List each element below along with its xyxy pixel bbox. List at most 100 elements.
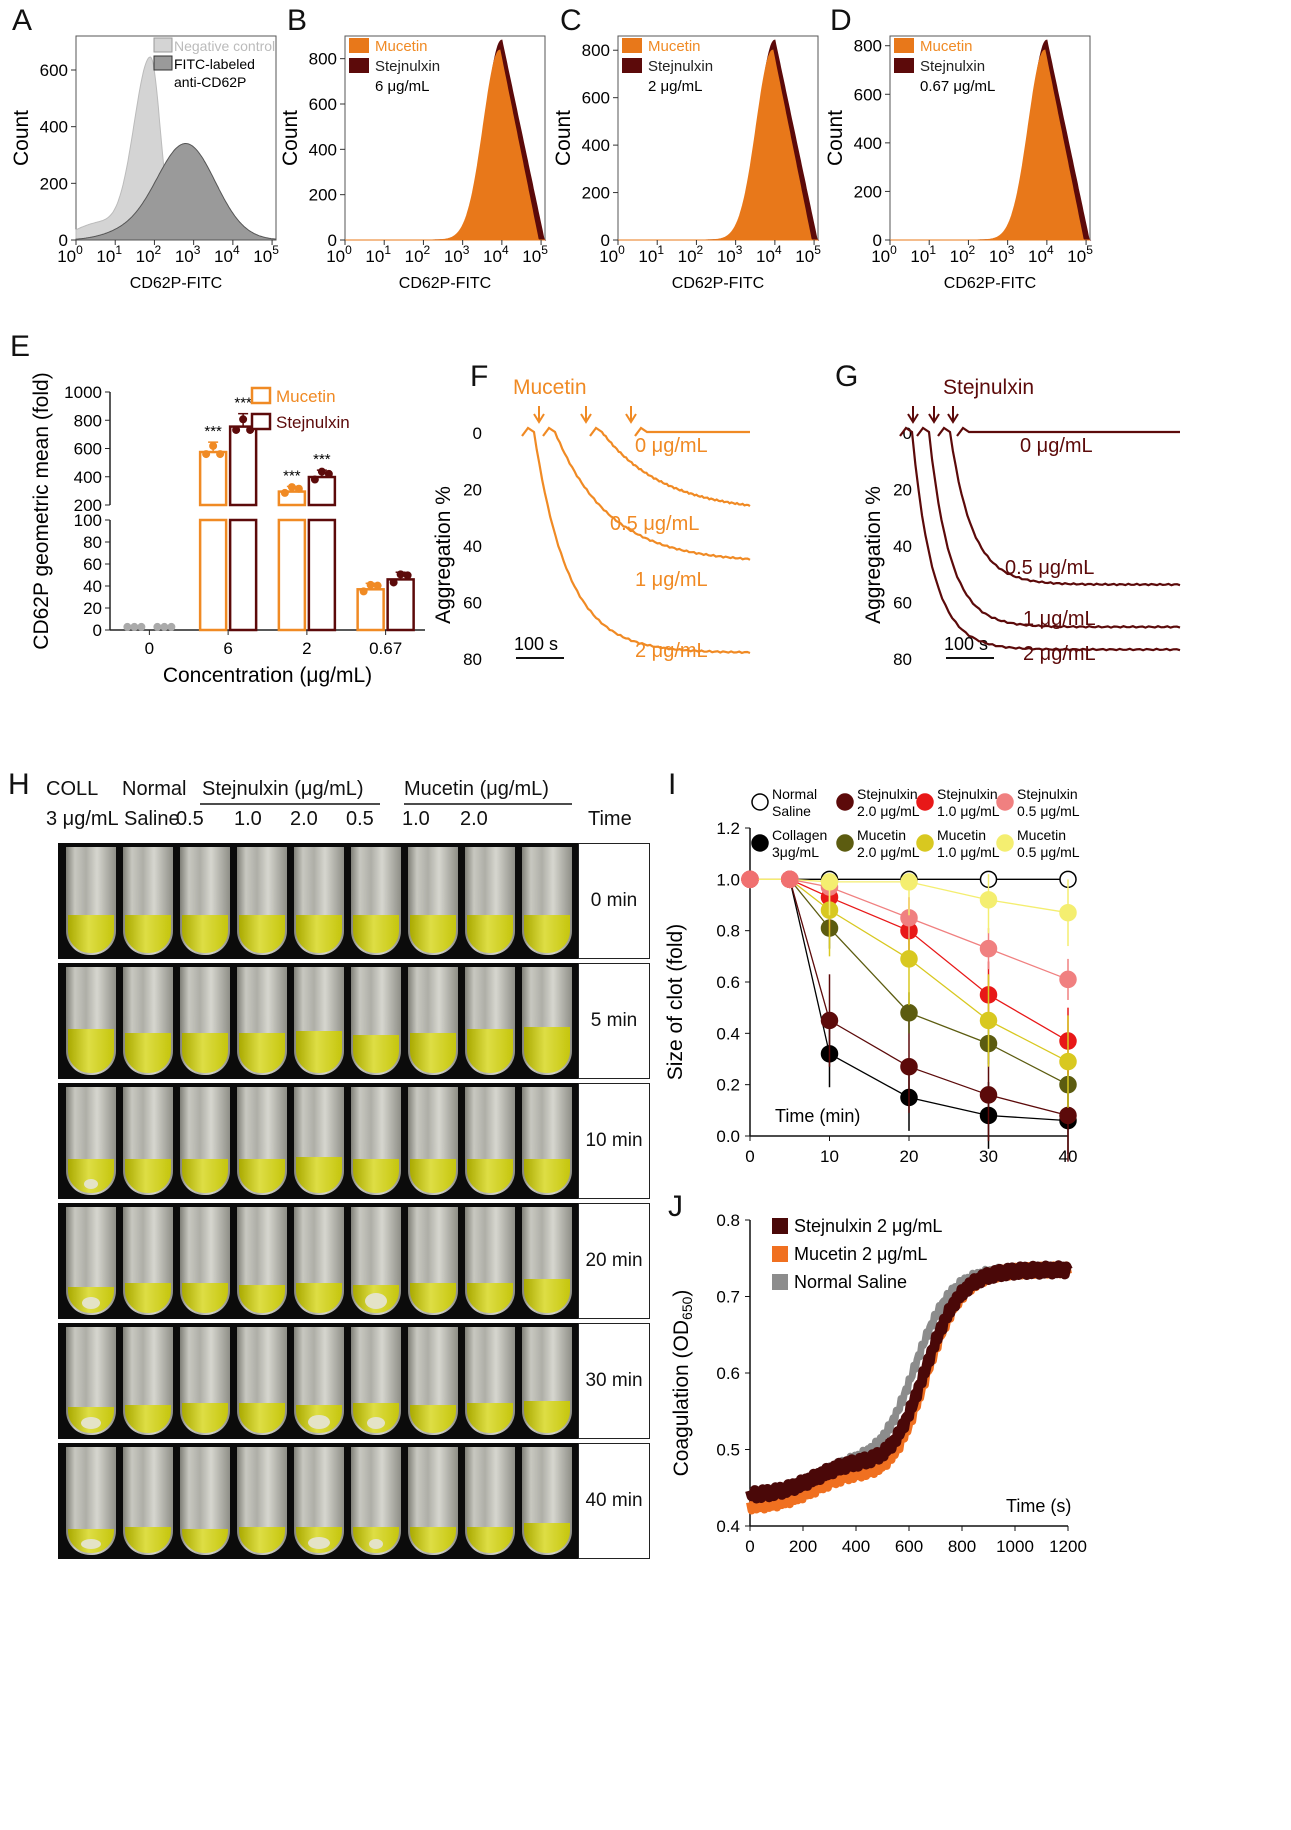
x-tick-label: 105: [253, 243, 279, 266]
h-photo-row: 40 min: [58, 1443, 650, 1559]
x-tick-label: 102: [678, 243, 704, 266]
plasma-liquid: [524, 1523, 570, 1553]
y-axis-label: Aggregation %: [862, 486, 885, 624]
x-tick-label: 0: [145, 639, 154, 658]
plasma-liquid: [410, 1527, 456, 1553]
replicate-dot: [167, 622, 176, 631]
x-tick-label: 103: [989, 243, 1015, 266]
h-conc-5: 2.0: [460, 808, 488, 830]
mucetin-histogram: [345, 49, 545, 241]
h-coll-conc: 3 μg/mL: [46, 808, 119, 830]
test-tube: [66, 847, 116, 955]
y-tick-label: 400: [309, 140, 337, 159]
plasma-liquid: [239, 1285, 285, 1313]
plasma-liquid: [182, 1283, 228, 1313]
legend-label-line1: Mucetin: [937, 827, 986, 843]
y-tick-label: 0.4: [716, 1024, 740, 1043]
x-tick-label: 400: [842, 1537, 870, 1556]
legend-mucetin: Mucetin: [276, 387, 336, 406]
y-tick-label: 40: [83, 577, 102, 596]
injection-arrow: [580, 406, 592, 424]
test-tube: [237, 967, 287, 1075]
replicate-dot: [123, 622, 132, 631]
plasma-liquid: [296, 1283, 342, 1313]
x-tick-label: 0.67: [369, 639, 402, 658]
legend-label-line1: Normal: [772, 786, 817, 802]
test-tube: [522, 1447, 572, 1555]
scale-bar-label: 100 s: [944, 634, 988, 654]
time-box: 0 min: [578, 843, 650, 959]
test-tube: [180, 1087, 230, 1195]
h-conc-4: 1.0: [402, 808, 430, 830]
plasma-liquid: [239, 1159, 285, 1193]
data-point: [979, 939, 998, 958]
legend-swatch-stejnulxin: [250, 412, 272, 431]
x-tick-label: 100: [871, 243, 897, 266]
test-tube: [294, 1087, 344, 1195]
y-axis-label: CD62P geometric mean (fold): [30, 372, 53, 649]
test-tube: [180, 1207, 230, 1315]
data-point: [900, 950, 918, 968]
plasma-liquid: [353, 1159, 399, 1193]
bar-mucetin-upper: [198, 450, 228, 507]
x-tick-label: 100: [57, 243, 83, 266]
legend-marker: [751, 793, 769, 811]
series-label: 2 μg/mL: [1023, 643, 1096, 665]
replicate-dot: [294, 484, 303, 493]
test-tube: [294, 967, 344, 1075]
legend-swatch-negative: [153, 37, 173, 53]
plasma-liquid: [296, 915, 342, 953]
significance-stars: ***: [283, 467, 301, 484]
y-tick-label: 0: [328, 231, 337, 250]
y-tick-label: 200: [582, 184, 610, 203]
test-tube: [408, 847, 458, 955]
x-tick-label: 600: [895, 1537, 923, 1556]
test-tube: [66, 967, 116, 1075]
series-label: 1 μg/mL: [635, 569, 708, 591]
plasma-liquid: [239, 915, 285, 953]
data-point: [979, 1011, 998, 1030]
test-tube: [351, 1447, 401, 1555]
plasma-liquid: [182, 1403, 228, 1433]
clot: [365, 1293, 387, 1309]
test-tube: [66, 1447, 116, 1555]
legend-swatch: [772, 1246, 788, 1262]
test-tube: [465, 1447, 515, 1555]
legend-stejnulxin: Stejnulxin: [920, 58, 985, 75]
clot: [367, 1417, 385, 1429]
test-tube: [66, 1207, 116, 1315]
x-tick-label: 103: [444, 243, 470, 266]
clot: [82, 1297, 100, 1309]
injection-arrow: [625, 406, 637, 424]
x-axis-label: CD62P-FITC: [944, 275, 1036, 292]
y-tick-label: 0.5: [716, 1441, 740, 1460]
test-tube: [465, 967, 515, 1075]
replicate-dot: [310, 475, 319, 484]
x-tick-label: 102: [405, 243, 431, 266]
injection-arrow: [928, 406, 940, 424]
plasma-liquid: [68, 1029, 114, 1073]
clot: [369, 1539, 383, 1549]
y-tick-label: 600: [854, 85, 882, 104]
test-tube: [465, 1207, 515, 1315]
legend-label: Stejnulxin 2 μg/mL: [794, 1216, 942, 1236]
x-axis-label: Time (min): [775, 1106, 860, 1126]
clot: [81, 1417, 101, 1429]
legend-swatch-mucetin: [622, 38, 642, 53]
plasma-liquid: [467, 1283, 513, 1313]
legend-swatch-mucetin: [349, 38, 369, 53]
y-tick-label: 100: [74, 511, 102, 530]
x-axis-label: CD62P-FITC: [672, 275, 764, 292]
y-tick-label: 80: [893, 650, 912, 669]
bar-stejnulxin-upper: [228, 425, 258, 507]
replicate-dot: [130, 622, 139, 631]
replicate-dot: [160, 622, 169, 631]
mucetin-histogram: [890, 49, 1090, 241]
h-stejnulxin-label: Stejnulxin (μg/mL): [202, 778, 364, 800]
plasma-liquid: [182, 1033, 228, 1073]
trace-0gmL: [956, 426, 1180, 437]
scale-bar-label: 100 s: [514, 634, 558, 654]
legend-swatch-fitc: [153, 55, 173, 71]
h-time-label: Time: [588, 808, 632, 830]
